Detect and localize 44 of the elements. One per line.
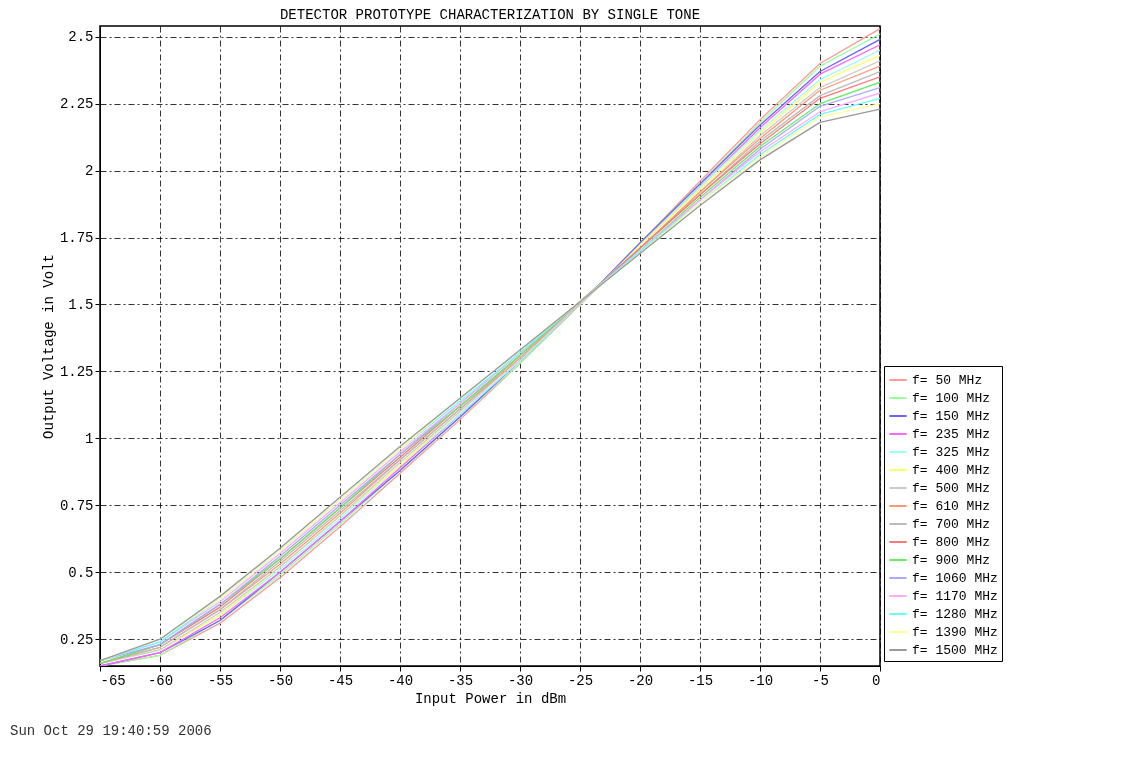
y-tick-label: 0.75 <box>59 497 94 514</box>
x-tick-label: -10 <box>747 672 774 689</box>
text: Sun Oct 29 19:40:59 2006 <box>10 723 212 739</box>
x-tick-label: -25 <box>567 672 594 689</box>
y-tick-label: 0.25 <box>59 631 94 648</box>
x-tick-label: -55 <box>207 672 234 689</box>
x-axis-title: Input Power in dBm <box>414 690 567 707</box>
y-axis-title: Output Voltage in Volt <box>40 254 57 439</box>
legend-label: f= 1280 MHz <box>912 607 998 622</box>
x-tick-label: -35 <box>447 672 474 689</box>
y-tick-label: 2.25 <box>59 96 94 113</box>
x-tick-label: -5 <box>812 672 829 689</box>
y-tick-label: 2.5 <box>68 29 94 46</box>
x-tick-label: -30 <box>507 672 534 689</box>
legend-label: f= 1170 MHz <box>912 589 998 604</box>
y-tick-label: 2 <box>85 163 94 180</box>
legend-label: f= 100 MHz <box>912 391 991 406</box>
legend-label: f= 700 MHz <box>912 517 991 532</box>
y-tick-label: 0.5 <box>68 564 94 581</box>
x-tick-label: -50 <box>267 672 294 689</box>
x-tick-label: -40 <box>387 672 414 689</box>
y-tick-label: 1.25 <box>59 363 94 380</box>
legend-label: f= 325 MHz <box>912 445 991 460</box>
legend-label: f= 1500 MHz <box>912 643 998 658</box>
x-tick-label: -45 <box>327 672 354 689</box>
chart-title: DETECTOR PROTOTYPE CHARACTERIZATION BY SINGLE TONE <box>279 7 701 23</box>
x-tick-label: -15 <box>687 672 714 689</box>
legend-label: f= 800 MHz <box>912 535 991 550</box>
legend-label: f= 1060 MHz <box>912 571 998 586</box>
legend-label: f= 400 MHz <box>912 463 991 478</box>
legend-label: f= 50 MHz <box>912 373 983 388</box>
legend-label: f= 1390 MHz <box>912 625 998 640</box>
legend-label: f= 235 MHz <box>912 427 991 442</box>
x-tick-label: -65 <box>100 672 126 689</box>
legend-label: f= 150 MHz <box>912 409 991 424</box>
x-tick-label: -20 <box>627 672 654 689</box>
y-tick-label: 1.5 <box>68 296 94 313</box>
x-tick-label: 0 <box>872 672 881 689</box>
legend-label: f= 900 MHz <box>912 553 991 568</box>
legend-label: f= 610 MHz <box>912 499 991 514</box>
x-tick-label: -60 <box>147 672 174 689</box>
legend-label: f= 500 MHz <box>912 481 991 496</box>
y-tick-label: 1.75 <box>59 230 94 247</box>
y-tick-label: 1 <box>85 430 94 447</box>
